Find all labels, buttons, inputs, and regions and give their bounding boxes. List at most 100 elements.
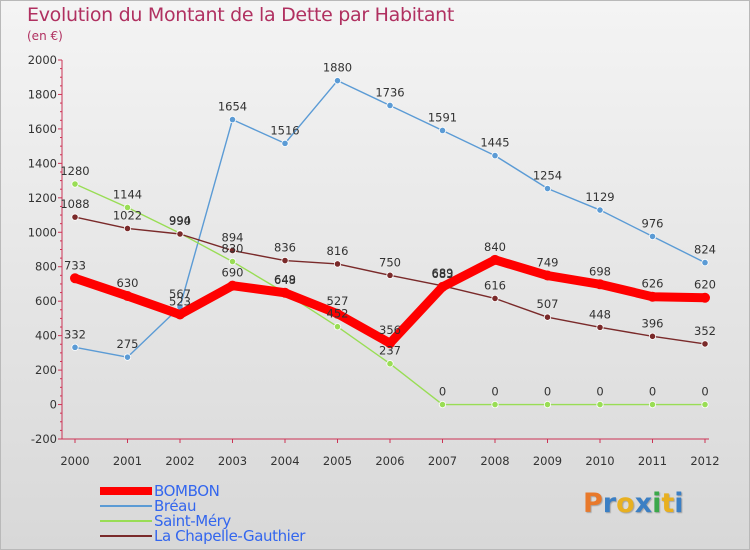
data-point-saint-mery [596, 400, 604, 409]
x-tick-label: 2008 [480, 454, 509, 468]
data-label-la-chapelle-gauthier: 990 [169, 214, 191, 228]
data-label-bombon: 620 [694, 278, 716, 292]
x-tick-label: 2001 [113, 454, 142, 468]
data-point-la-chapelle-gauthier [228, 246, 237, 255]
data-point-la-chapelle-gauthier [281, 256, 289, 265]
data-label-saint-mery: 0 [701, 385, 708, 399]
logo-letter: P [583, 488, 603, 519]
x-tick-label: 2009 [533, 454, 562, 468]
y-tick-label: -200 [31, 432, 57, 446]
x-tick-label: 2006 [375, 454, 404, 468]
data-label-saint-mery: 0 [439, 385, 446, 399]
chart-data-labels: 733 630 523 690 649 527 356 683 840 749 698 626 620 3… [60, 61, 716, 399]
data-label-saint-mery: 0 [649, 385, 656, 399]
data-label-breau: 1254 [533, 169, 562, 183]
data-label-bombon: 527 [327, 294, 349, 308]
data-label-la-chapelle-gauthier: 836 [274, 241, 296, 255]
data-label-saint-mery: 0 [491, 385, 498, 399]
y-tick-label: 600 [35, 294, 57, 308]
data-point-saint-mery [438, 400, 447, 409]
y-tick-label: 2000 [28, 53, 57, 67]
y-tick-label: 1800 [28, 87, 57, 101]
data-point-breau [281, 139, 289, 147]
data-label-saint-mery: 0 [544, 385, 551, 399]
data-point-la-chapelle-gauthier [491, 294, 499, 303]
data-label-bombon: 749 [537, 256, 559, 270]
data-label-saint-mery: 830 [222, 242, 244, 256]
legend-swatch-bombon [100, 487, 152, 495]
data-label-bombon: 626 [642, 277, 664, 291]
data-label-breau: 1516 [270, 123, 299, 137]
data-label-saint-mery: 1280 [60, 164, 89, 178]
data-label-la-chapelle-gauthier: 894 [222, 231, 244, 245]
data-label-la-chapelle-gauthier: 1022 [113, 208, 142, 222]
data-label-breau: 332 [64, 327, 86, 341]
data-point-bombon [595, 279, 605, 290]
legend-swatch-saint-mery [100, 520, 152, 522]
data-point-bombon [175, 309, 185, 320]
data-point-breau [491, 152, 499, 160]
data-label-breau: 1880 [323, 61, 352, 75]
data-label-breau: 567 [169, 287, 191, 301]
x-tick-label: 2004 [270, 454, 299, 468]
data-point-bombon [542, 270, 553, 281]
data-point-bombon [437, 281, 448, 292]
data-point-bombon [227, 280, 238, 291]
logo-letter: r [602, 488, 617, 519]
data-point-la-chapelle-gauthier [543, 313, 552, 321]
x-tick-label: 2007 [428, 454, 457, 468]
data-point-saint-mery [228, 257, 237, 266]
data-label-breau: 275 [117, 337, 139, 351]
chart-subtitle: (en €) [27, 29, 63, 43]
data-label-la-chapelle-gauthier: 1088 [60, 197, 89, 211]
data-label-saint-mery: 0 [596, 385, 603, 399]
chart-title: Evolution du Montant de la Dette par Hab… [27, 4, 455, 26]
y-tick-label: 0 [50, 398, 57, 412]
data-point-bombon [280, 287, 290, 298]
data-point-breau [543, 184, 552, 193]
data-point-la-chapelle-gauthier [648, 332, 657, 340]
data-point-bombon [70, 273, 80, 284]
data-label-breau: 1654 [218, 100, 247, 114]
data-point-la-chapelle-gauthier [596, 323, 604, 331]
y-tick-label: 1600 [28, 122, 57, 136]
data-label-la-chapelle-gauthier: 616 [484, 278, 506, 292]
data-label-bombon: 356 [379, 323, 401, 337]
y-tick-label: 1000 [28, 225, 57, 239]
data-label-breau: 1736 [375, 85, 404, 99]
data-point-breau [596, 206, 604, 214]
data-label-saint-mery: 1144 [113, 187, 142, 201]
data-point-breau [333, 77, 342, 85]
y-tick-label: 1400 [28, 156, 57, 170]
data-point-breau [71, 343, 79, 351]
data-label-saint-mery: 237 [379, 344, 401, 358]
data-point-la-chapelle-gauthier [386, 271, 394, 279]
y-tick-label: 200 [35, 363, 57, 377]
data-point-breau [123, 353, 132, 361]
x-tick-label: 2002 [165, 454, 194, 468]
data-label-saint-mery: 452 [327, 307, 349, 321]
x-tick-label: 2005 [323, 454, 352, 468]
data-label-bombon: 523 [169, 294, 191, 308]
x-tick-label: 2000 [60, 454, 89, 468]
data-point-bombon [647, 291, 658, 302]
data-point-breau [228, 116, 237, 124]
data-label-la-chapelle-gauthier: 448 [589, 307, 611, 321]
data-point-saint-mery [386, 360, 394, 368]
data-label-breau: 976 [642, 216, 664, 230]
data-label-la-chapelle-gauthier: 396 [642, 316, 664, 330]
logo-letter: t [661, 488, 675, 519]
data-point-saint-mery [648, 400, 657, 409]
legend-label-saint-mery: Saint-Méry [154, 512, 231, 530]
logo-letter: x [634, 488, 653, 519]
logo-letter: i [652, 488, 662, 519]
data-point-bombon [385, 338, 395, 349]
data-label-la-chapelle-gauthier: 816 [327, 244, 349, 258]
data-label-breau: 1591 [428, 110, 457, 124]
data-label-bombon: 733 [64, 258, 86, 272]
chart-axes: -200020040060080010001200140016001800200… [28, 53, 720, 468]
legend-label-la-chapelle-gauthier: La Chapelle-Gauthier [154, 527, 306, 545]
data-point-saint-mery [491, 400, 499, 409]
data-point-la-chapelle-gauthier [701, 340, 709, 348]
